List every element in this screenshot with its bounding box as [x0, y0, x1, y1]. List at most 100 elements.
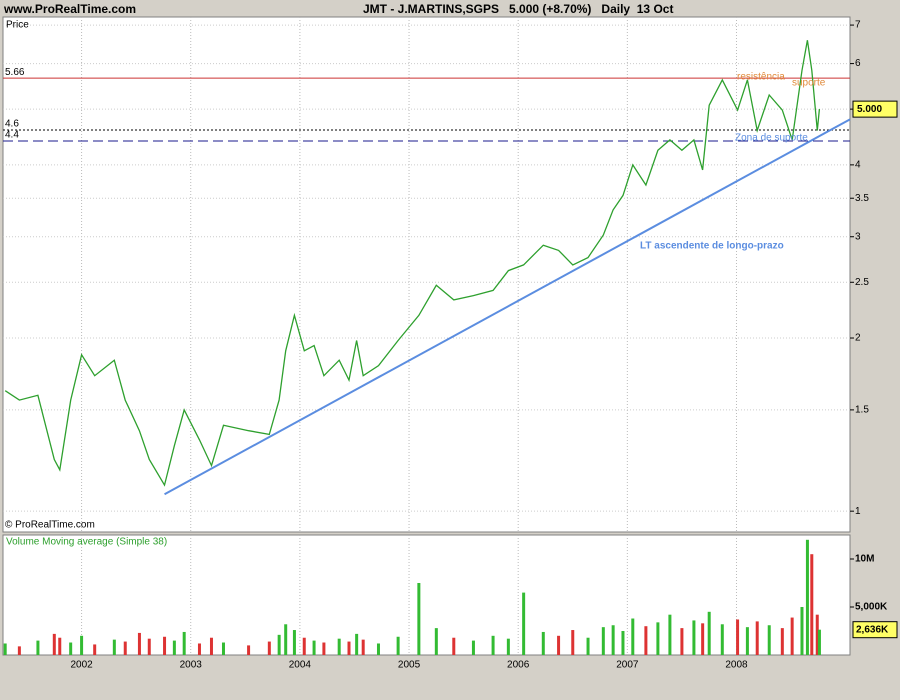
y-tick-label: 3.5 — [855, 193, 869, 204]
volume-bar — [147, 638, 151, 655]
volume-bar — [668, 614, 672, 655]
y-tick-label: 2 — [855, 333, 861, 344]
annotation: suporte — [792, 78, 826, 89]
level-label: 4.6 — [5, 119, 19, 130]
y-tick-label: 7 — [855, 20, 861, 31]
volume-bar — [284, 624, 288, 655]
volume-bar — [692, 620, 696, 655]
volume-bar — [680, 628, 684, 655]
volume-bar — [571, 630, 575, 655]
x-tick-label: 2003 — [180, 660, 203, 671]
trend-line — [164, 118, 851, 496]
x-tick-label: 2007 — [616, 660, 639, 671]
volume-bar — [347, 641, 351, 655]
volume-bar — [302, 637, 306, 655]
y-tick-label: 10M — [855, 554, 874, 565]
volume-bar — [277, 634, 281, 655]
volume-bar — [292, 630, 296, 655]
volume-bar — [745, 627, 749, 655]
price-pane — [2, 16, 851, 533]
volume-bar — [355, 633, 359, 655]
volume-bar — [736, 619, 740, 655]
annotation: LT ascendente de longo-prazo — [640, 241, 784, 252]
volume-bar — [396, 636, 400, 655]
volume-bar — [17, 646, 21, 655]
volume-bar — [80, 635, 84, 655]
y-axis-label: Price — [6, 20, 29, 31]
volume-bar — [790, 617, 794, 655]
level-label: 5.66 — [5, 67, 25, 78]
volume-bar — [52, 633, 56, 655]
volume-bar — [221, 642, 225, 655]
volume-bar — [755, 621, 759, 655]
volume-bar — [621, 631, 625, 655]
x-tick-label: 2006 — [507, 660, 530, 671]
volume-bar — [452, 637, 456, 655]
x-tick-label: 2008 — [725, 660, 748, 671]
level-label: 4.4 — [5, 130, 19, 141]
annotation: resistência — [737, 72, 785, 83]
volume-bar — [197, 643, 201, 655]
volume-bar — [810, 554, 814, 655]
volume-bar — [417, 583, 421, 655]
volume-bar — [137, 632, 141, 655]
volume-legend: Volume Moving average (Simple 38) — [6, 537, 167, 548]
x-tick-label: 2002 — [70, 660, 93, 671]
price-line — [4, 40, 821, 487]
volume-bar — [817, 629, 821, 655]
volume-bar — [805, 539, 809, 655]
volume-bar — [361, 639, 365, 655]
volume-bar — [337, 638, 341, 655]
y-tick-label: 6 — [855, 58, 861, 69]
volume-bar — [522, 592, 526, 655]
last-volume-box — [852, 621, 898, 639]
volume-bar — [36, 640, 40, 655]
last-volume-label: 2,636K — [856, 624, 889, 635]
volume-bar — [376, 643, 380, 655]
header: www.ProRealTime.com JMT - J.MARTINS,SGPS… — [0, 0, 900, 17]
volume-bar — [707, 611, 711, 655]
volume-bar — [491, 635, 495, 655]
volume-bar — [471, 640, 475, 655]
watermark: © ProRealTime.com — [5, 520, 95, 531]
volume-bar — [322, 642, 326, 655]
y-tick-label: 1.5 — [855, 405, 869, 416]
last-price-label: 5.000 — [857, 104, 882, 115]
volume-bar — [247, 645, 251, 655]
volume-bar — [644, 626, 648, 655]
volume-bar — [58, 637, 62, 655]
volume-bar — [312, 640, 316, 655]
volume-bar — [541, 631, 545, 655]
volume-bar — [611, 625, 615, 655]
volume-bar — [601, 627, 605, 655]
volume-bar — [720, 624, 724, 655]
volume-bar — [506, 638, 510, 655]
y-tick-label: 5,000K — [855, 602, 888, 613]
site-name[interactable]: www.ProRealTime.com — [4, 2, 137, 16]
volume-bar — [93, 644, 97, 655]
annotation: Zona de suporte — [735, 133, 808, 144]
volume-bar — [767, 625, 771, 655]
volume-bar — [182, 631, 186, 655]
x-tick-label: 2004 — [289, 660, 312, 671]
volume-bar — [69, 642, 73, 655]
y-tick-label: 4 — [855, 160, 861, 171]
y-tick-label: 2.5 — [855, 277, 869, 288]
volume-bar — [780, 628, 784, 655]
volume-bar — [557, 635, 561, 655]
volume-bar — [656, 622, 660, 655]
volume-bar — [3, 643, 7, 655]
last-price-box — [852, 100, 898, 118]
x-tick-label: 2005 — [398, 660, 421, 671]
volume-bar — [586, 637, 590, 655]
volume-bar — [815, 614, 819, 655]
volume-bar — [112, 639, 116, 655]
volume-bar — [701, 623, 705, 655]
volume-bar — [209, 637, 213, 655]
volume-bar — [172, 640, 176, 655]
volume-bar — [267, 641, 271, 655]
volume-bar — [123, 641, 127, 655]
y-tick-label: 1 — [855, 506, 861, 517]
volume-bar — [434, 628, 438, 655]
